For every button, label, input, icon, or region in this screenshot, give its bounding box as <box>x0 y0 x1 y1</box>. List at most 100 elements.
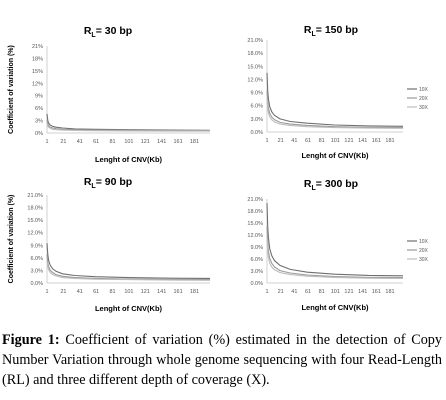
x-tick-label: 181 <box>190 139 199 145</box>
legend-label: 10X <box>419 239 429 245</box>
legend-label: 30X <box>419 105 429 111</box>
x-tick-label: 181 <box>385 138 394 144</box>
x-tick-label: 161 <box>372 289 381 295</box>
y-tick-label: 0.0% <box>250 130 263 136</box>
x-tick-label: 121 <box>141 289 150 295</box>
y-tick-label: 21.0% <box>247 197 263 203</box>
legend-label: 10X <box>419 87 429 93</box>
legend-label: 30X <box>419 257 429 263</box>
x-tick-label: 81 <box>109 289 115 295</box>
y-tick-label: 3% <box>35 119 43 125</box>
series-line-3 <box>46 122 210 132</box>
x-tick-label: 161 <box>372 138 381 144</box>
y-tick-label: 21.0% <box>247 38 263 44</box>
series-line-3 <box>46 260 211 281</box>
y-axis-label: Coefficient of variation (%) <box>8 45 15 134</box>
series-line-2 <box>46 254 211 281</box>
x-tick-label: 21 <box>278 289 284 295</box>
y-tick-label: 18% <box>32 56 43 62</box>
figure-caption: Figure 1: Coefficient of variation (%) e… <box>2 330 442 390</box>
legend-label: 20X <box>419 96 429 102</box>
x-tick-label: 61 <box>305 289 311 295</box>
chart-rl-30: RL= 30 bp0%3%6%9%12%15%18%21%1 21 41 61 81 10… <box>8 25 211 164</box>
y-tick-label: 9% <box>35 94 43 100</box>
series-line-2 <box>266 90 404 129</box>
y-tick-label: 12.0% <box>247 77 263 83</box>
x-tick-label: 101 <box>331 289 340 295</box>
y-tick-label: 9.0% <box>250 91 263 97</box>
x-tick-label: 41 <box>291 289 297 295</box>
chart-rl-90: RL= 90 bp 0.0% 3.0% 6.0% 9.0% 12.0% 15.0% 18.0%… <box>8 176 211 313</box>
x-tick-label: 61 <box>93 289 99 295</box>
x-tick-label: 121 <box>344 138 353 144</box>
series-line-2 <box>46 119 211 132</box>
x-tick-label: 1 <box>265 138 268 144</box>
x-tick-label: 41 <box>77 289 83 295</box>
chart-title: RL= 90 bp <box>84 176 132 190</box>
x-tick-label: 181 <box>385 289 394 295</box>
x-axis-label: Lenght of CNV(Kb) <box>95 155 163 164</box>
y-tick-label: 15.0% <box>247 64 263 70</box>
chart-title: RL= 30 bp <box>84 25 132 39</box>
y-tick-label: 9.0% <box>250 245 263 251</box>
series-line-2 <box>266 226 404 279</box>
x-tick-label: 41 <box>77 139 83 145</box>
x-tick-label: 81 <box>109 139 115 145</box>
x-tick-label: 141 <box>358 138 367 144</box>
series-line-1 <box>266 72 404 127</box>
series-line-3 <box>266 237 404 279</box>
x-tick-label: 141 <box>157 139 166 145</box>
y-tick-label: 0% <box>35 131 43 137</box>
x-axis-label: Lenght of CNV(Kb) <box>95 304 163 313</box>
x-tick-label: 1 <box>45 139 48 145</box>
caption-label: Figure 1: <box>2 332 60 348</box>
y-tick-label: 3.0% <box>250 117 263 123</box>
series-line-1 <box>46 243 211 279</box>
y-tick-label: 0.0% <box>250 281 263 287</box>
y-tick-label: 12.0% <box>247 233 263 239</box>
x-tick-label: 61 <box>93 139 99 145</box>
y-tick-label: 21.0% <box>27 193 43 199</box>
x-tick-label: 161 <box>173 289 182 295</box>
y-axis-label: Coefficient of variation (%) <box>8 195 15 284</box>
x-tick-label: 21 <box>60 139 66 145</box>
y-tick-label: 21% <box>32 44 43 50</box>
y-tick-label: 6.0% <box>250 104 263 110</box>
y-tick-label: 15.0% <box>27 218 43 224</box>
x-tick-label: 21 <box>60 289 66 295</box>
x-tick-label: 161 <box>173 139 182 145</box>
y-tick-label: 12.0% <box>27 231 43 237</box>
x-tick-label: 101 <box>331 138 340 144</box>
legend-label: 20X <box>419 248 429 254</box>
x-tick-label: 141 <box>157 289 166 295</box>
y-tick-label: 6% <box>35 106 43 112</box>
x-tick-label: 1 <box>45 289 48 295</box>
x-axis-label: Lenght of CNV(Kb) <box>301 151 369 160</box>
x-tick-label: 101 <box>124 139 133 145</box>
x-tick-label: 121 <box>141 139 150 145</box>
series-line-1 <box>46 113 211 131</box>
y-tick-label: 18.0% <box>27 206 43 212</box>
chart-rl-300: RL= 300 bp 0.0% 3.0% 6.0% 9.0% 12.0% 15.0% 18.0… <box>247 178 429 312</box>
chart-rl-150: RL= 150 bp 0.0% 3.0% 6.0% 9.0% 12.0% 15.0% 18.0… <box>247 24 429 160</box>
y-tick-label: 6.0% <box>30 256 43 262</box>
y-tick-label: 12% <box>32 81 43 87</box>
x-tick-label: 121 <box>344 289 353 295</box>
y-tick-label: 15% <box>32 69 43 75</box>
chart-title: RL= 150 bp <box>304 24 358 38</box>
x-tick-label: 81 <box>319 289 325 295</box>
x-tick-label: 101 <box>124 289 133 295</box>
x-tick-label: 141 <box>358 289 367 295</box>
caption-text: Coefficient of variation (%) estimated i… <box>2 332 442 388</box>
y-tick-label: 6.0% <box>250 257 263 263</box>
x-axis-label: Lenght of CNV(Kb) <box>301 303 369 312</box>
y-tick-label: 18.0% <box>247 209 263 215</box>
y-tick-label: 9.0% <box>30 243 43 249</box>
y-tick-label: 15.0% <box>247 221 263 227</box>
x-tick-label: 41 <box>291 138 297 144</box>
y-tick-label: 18.0% <box>247 51 263 57</box>
x-tick-label: 61 <box>305 138 311 144</box>
chart-title: RL= 300 bp <box>304 178 358 192</box>
x-tick-label: 1 <box>265 289 268 295</box>
x-tick-label: 21 <box>278 138 284 144</box>
